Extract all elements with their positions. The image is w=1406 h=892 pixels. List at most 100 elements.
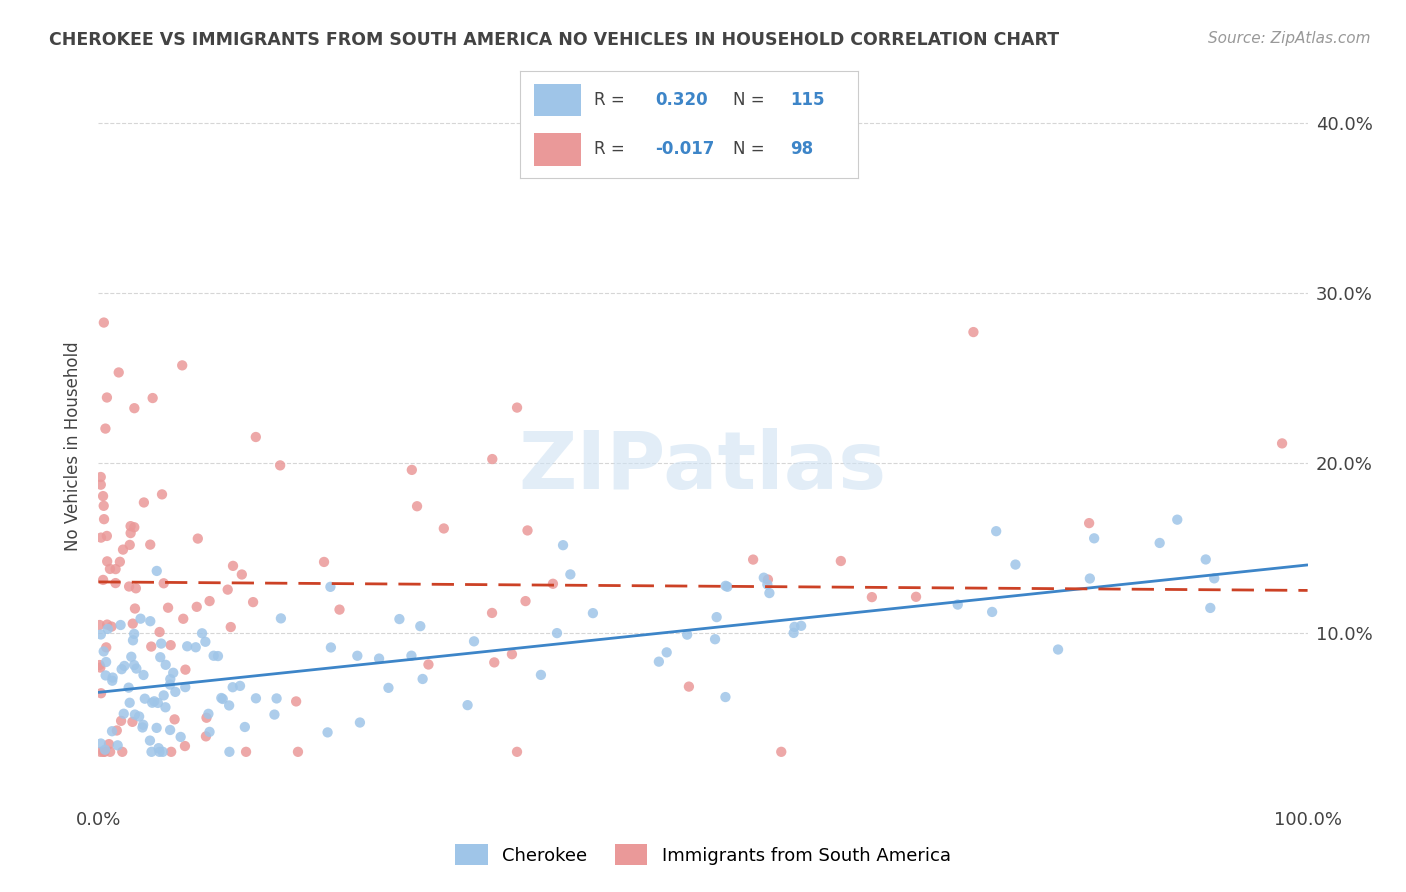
Point [155,657,177,672]
Point [162,665,184,680]
Point [186,599,208,614]
Point [1004,558,1026,572]
Point [159,723,181,737]
Point [270,611,292,625]
Point [94,421,117,435]
Point [131,721,153,735]
Point [758,586,780,600]
Point [100,619,122,633]
Point [132,718,155,732]
Point [946,598,969,612]
Point [124,707,146,722]
Point [742,552,765,566]
Point [90,686,112,700]
Point [104,576,127,591]
Point [312,555,335,569]
Point [176,640,198,654]
Text: CHEROKEE VS IMMIGRANTS FROM SOUTH AMERICA NO VEHICLES IN HOUSEHOLD CORRELATION C: CHEROKEE VS IMMIGRANTS FROM SOUTH AMERIC… [49,31,1059,49]
Point [97,737,120,751]
Point [93,644,115,658]
Point [481,606,503,620]
Point [124,601,146,615]
Point [94,668,117,682]
Text: R =: R = [595,141,630,159]
Point [217,582,239,597]
Point [141,696,163,710]
Point [93,745,115,759]
Point [141,640,163,654]
Point [269,458,291,473]
Point [752,571,775,585]
Point [1047,642,1070,657]
Point [231,567,253,582]
Point [530,668,553,682]
Point [111,542,134,557]
Point [198,594,221,608]
Point [418,657,440,672]
Point [149,650,172,665]
Point [1195,552,1218,566]
Point [93,512,115,526]
Point [96,617,118,632]
Point [94,655,117,669]
Point [648,655,671,669]
Point [124,520,146,534]
Point [328,602,350,616]
Point [169,730,191,744]
Point [120,649,142,664]
Point [207,648,229,663]
Point [219,620,242,634]
Point [506,745,529,759]
Point [146,696,169,710]
Point [194,730,217,744]
Point [101,671,124,685]
Point [245,430,267,444]
Point [319,580,342,594]
Point [91,573,114,587]
Point [377,681,399,695]
Point [152,745,174,759]
Point [830,554,852,568]
Point [90,737,112,751]
Point [159,678,181,692]
Point [233,720,256,734]
Point [242,595,264,609]
Point [90,627,112,641]
Point [316,725,339,739]
Point [198,724,221,739]
Point [89,658,111,673]
Point [218,698,240,713]
Point [104,562,127,576]
Point [148,745,170,759]
Point [222,558,245,573]
Point [122,627,145,641]
Point [108,555,131,569]
Text: 0.320: 0.320 [655,91,707,109]
Point [145,564,167,578]
Point [101,673,124,688]
Point [484,656,506,670]
Point [714,690,737,704]
Point [174,663,197,677]
Text: 115: 115 [790,91,825,109]
Point [96,391,118,405]
Point [756,577,779,591]
Point [285,694,308,708]
Point [546,626,568,640]
Point [121,714,143,729]
Point [501,647,523,661]
Point [112,659,135,673]
Point [94,742,117,756]
Point [98,745,121,759]
Point [132,495,155,509]
Point [235,745,257,759]
Text: 98: 98 [790,141,813,159]
Point [197,706,219,721]
Text: R =: R = [595,91,630,109]
Point [388,612,411,626]
Point [152,689,174,703]
Point [457,698,479,713]
Point [655,645,678,659]
Point [90,470,112,484]
Point [139,538,162,552]
